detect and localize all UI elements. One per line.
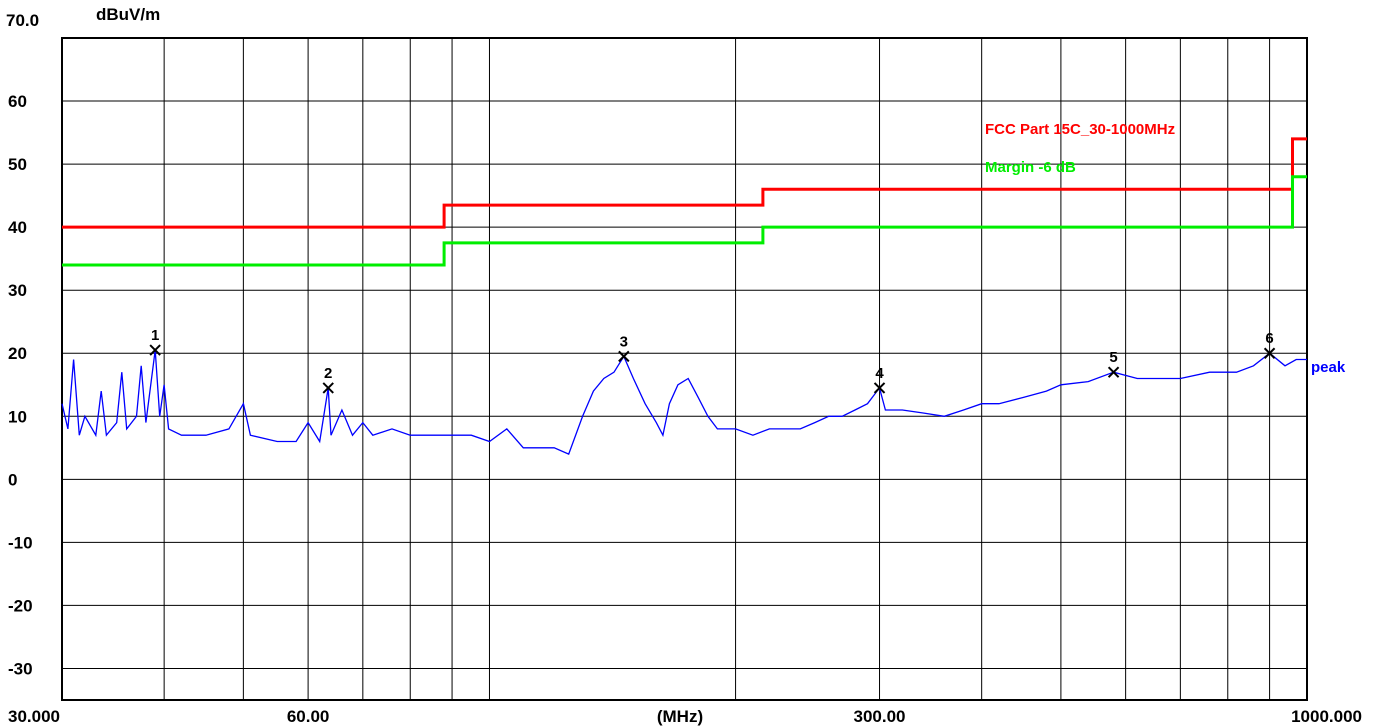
plot-frame bbox=[61, 37, 1308, 701]
y-axis-top-label: 70.0 bbox=[6, 11, 39, 30]
y-tick-label: -30 bbox=[8, 659, 33, 678]
marker-label: 5 bbox=[1109, 349, 1117, 366]
marker-cross bbox=[149, 344, 161, 356]
marker-label: 1 bbox=[151, 327, 159, 344]
peak-marker: 5 bbox=[1107, 349, 1120, 378]
marker-label: 4 bbox=[875, 365, 884, 382]
y-tick-label: -10 bbox=[8, 533, 33, 552]
x-tick-label: 30.000 bbox=[8, 707, 60, 726]
markers: 1 2 3 4 5 6 bbox=[149, 327, 1276, 394]
x-tick-labels: 30.000 60.00 300.00 1000.000 bbox=[8, 707, 1362, 726]
series-line-peak bbox=[61, 350, 1307, 455]
marker-cross bbox=[1263, 347, 1276, 359]
series-line-limit bbox=[62, 137, 1307, 229]
x-axis-unit-label: (MHz) bbox=[657, 707, 703, 726]
grid bbox=[62, 38, 1307, 700]
marker-label: 2 bbox=[324, 365, 332, 382]
y-tick-label: 50 bbox=[8, 155, 27, 174]
marker-label: 6 bbox=[1265, 330, 1273, 347]
y-tick-label: 40 bbox=[8, 218, 27, 237]
y-tick-label: 60 bbox=[8, 92, 27, 111]
peak-marker: 1 bbox=[149, 327, 161, 356]
marker-cross bbox=[873, 382, 886, 394]
legend-label-margin: Margin -6 dB bbox=[985, 159, 1076, 176]
legend: FCC Part 15C_30-1000MHz Margin -6 dB bbox=[985, 121, 1175, 176]
y-tick-label: 20 bbox=[8, 344, 27, 363]
peak-marker: 3 bbox=[618, 333, 630, 363]
x-tick-label: 60.00 bbox=[287, 707, 330, 726]
marker-cross bbox=[322, 382, 334, 394]
x-tick-label: 1000.000 bbox=[1291, 707, 1362, 726]
series-layer bbox=[61, 137, 1307, 455]
marker-cross bbox=[1107, 366, 1120, 378]
y-tick-label: 30 bbox=[8, 281, 27, 300]
legend-label-limit: FCC Part 15C_30-1000MHz bbox=[985, 121, 1175, 138]
marker-cross bbox=[618, 350, 630, 363]
marker-label: 3 bbox=[620, 333, 628, 350]
y-tick-label: 10 bbox=[8, 407, 27, 426]
x-tick-label: 300.00 bbox=[854, 707, 906, 726]
series-line-margin bbox=[62, 175, 1307, 267]
peak-marker: 6 bbox=[1263, 330, 1276, 359]
y-tick-labels: 60 50 40 30 20 10 0 -10 -20 -30 bbox=[8, 92, 33, 678]
y-tick-label: -20 bbox=[8, 596, 33, 615]
peak-marker: 4 bbox=[873, 365, 886, 394]
peak-marker: 2 bbox=[322, 365, 334, 394]
y-tick-label: 0 bbox=[8, 470, 17, 489]
trace-label-peak: peak bbox=[1311, 359, 1346, 376]
y-axis-unit-label: dBuV/m bbox=[96, 5, 160, 24]
